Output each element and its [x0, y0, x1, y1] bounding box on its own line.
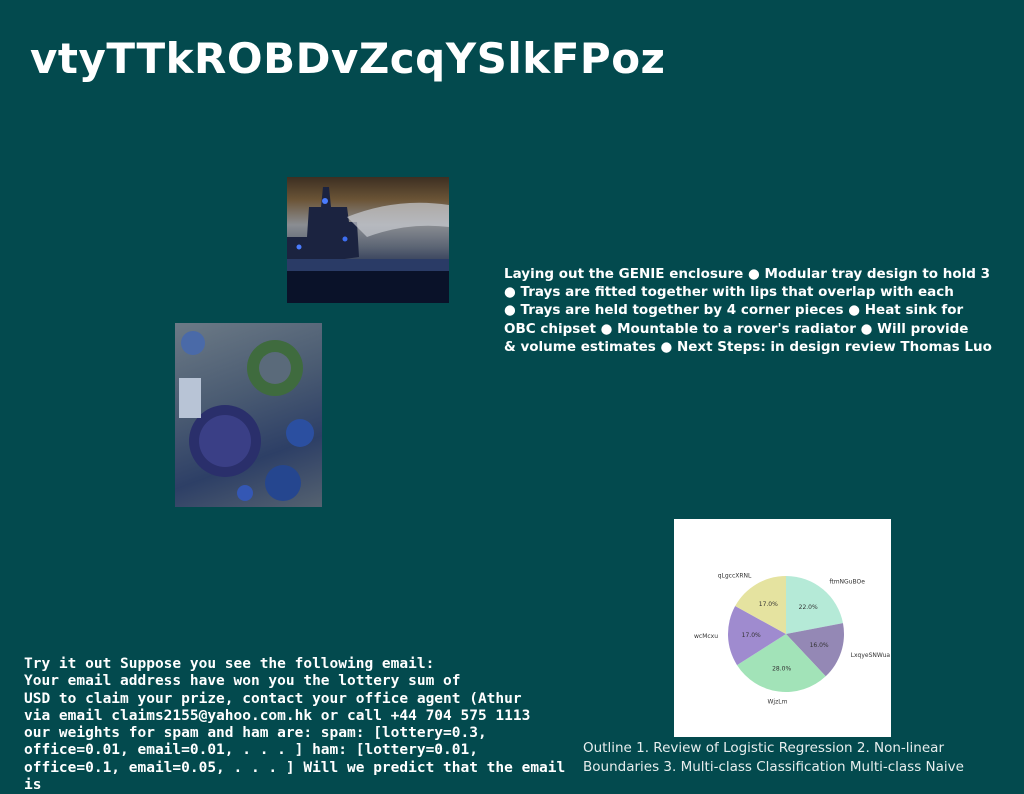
- pie-value-label: 28.0%: [772, 666, 791, 673]
- ornament: [181, 331, 205, 355]
- blue-light: [296, 244, 302, 250]
- table-setting-graphic: [179, 331, 314, 501]
- pie-value-label: 17.0%: [742, 632, 761, 639]
- pie-slice: [735, 576, 786, 634]
- table-setting-photo: [175, 323, 322, 507]
- pie-chart: 22.0% ftmNGuBOe 16.0% LxqyeSNWua 28.0% WjzLm 1…: [694, 572, 891, 705]
- plate-inner: [199, 415, 251, 467]
- pie-value-label: 16.0%: [810, 642, 829, 649]
- pie-category-label: wcMcxu: [694, 633, 718, 640]
- wreath-center: [259, 352, 291, 384]
- blue-light: [322, 198, 328, 204]
- ornament: [237, 485, 253, 501]
- pie-slice: [728, 606, 786, 666]
- pie-category-label: LxqyeSNWua: [851, 652, 891, 659]
- outline-text: Outline 1. Review of Logistic Regression…: [583, 740, 964, 775]
- dark-water: [287, 271, 449, 303]
- pie-category-label: ftmNGuBOe: [829, 579, 865, 586]
- coastal-lighthouse-photo: [287, 177, 449, 303]
- email-example-text: Try it out Suppose you see the following…: [24, 656, 566, 794]
- bullet-text: Laying out the GENIE enclosure ● Modular…: [504, 266, 992, 355]
- coastal-lighthouse-graphic: [287, 187, 449, 303]
- pie-value-label: 17.0%: [759, 601, 778, 608]
- pie-category-label: WjzLm: [768, 698, 788, 705]
- slide-title: vtyTTkROBDvZcqYSlkFPoz: [30, 34, 666, 83]
- castle-silhouette: [287, 187, 359, 267]
- pier: [287, 259, 449, 271]
- gift-box: [179, 378, 201, 418]
- pie-category-label: qLgccXRNL: [718, 572, 752, 579]
- bowl: [286, 419, 314, 447]
- bowl: [265, 465, 301, 501]
- pie-slice: [786, 576, 843, 634]
- pie-slice: [737, 634, 826, 692]
- pie-slice: [786, 623, 844, 677]
- wave-spray: [347, 202, 449, 237]
- pie-value-label: 22.0%: [799, 604, 818, 611]
- pie-chart-card: 22.0% ftmNGuBOe 16.0% LxqyeSNWua 28.0% WjzLm 1…: [674, 519, 891, 737]
- blue-light: [342, 236, 348, 242]
